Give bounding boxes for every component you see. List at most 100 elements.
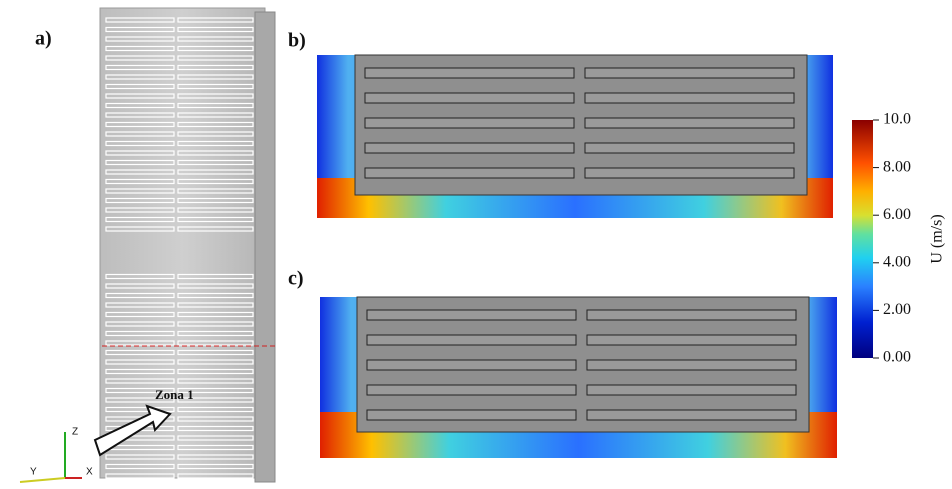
floor-slab	[177, 45, 254, 52]
floor-slab	[177, 378, 254, 384]
floor-slab	[584, 92, 795, 104]
axis-label: Y	[30, 467, 37, 478]
floor-slab	[366, 309, 577, 321]
floor-slab	[177, 131, 254, 137]
panel-label: a)	[35, 28, 52, 50]
floor-slab	[177, 102, 254, 109]
floor-slab	[105, 292, 175, 299]
floor-slab	[105, 207, 175, 213]
floor-slab	[105, 112, 175, 118]
floors	[364, 67, 795, 179]
annotation: Zona 1	[155, 387, 194, 402]
floor-slab	[364, 92, 575, 104]
floors	[105, 17, 254, 479]
floor-slab	[586, 334, 797, 346]
floor-slab	[105, 178, 175, 185]
floor-slab	[177, 302, 254, 308]
panel-label: c)	[288, 268, 304, 290]
floor-slab	[105, 26, 175, 33]
floor-slab	[105, 473, 175, 479]
floor-slab	[105, 121, 175, 128]
panel-label: b)	[288, 30, 306, 52]
floor-slab	[177, 416, 254, 422]
floor-slab	[177, 435, 254, 441]
floor-slab	[105, 311, 175, 318]
floor-slab	[105, 378, 175, 384]
floor-slab	[364, 117, 575, 129]
floor-slab	[177, 55, 254, 61]
floor-slab	[105, 387, 175, 394]
floor-slab	[105, 150, 175, 156]
floor-slab	[177, 292, 254, 299]
floor-slab	[177, 387, 254, 394]
colorbar	[852, 120, 873, 358]
floor-slab	[177, 83, 254, 90]
floor-slab	[177, 359, 254, 365]
floor-slab	[177, 406, 254, 413]
floor-slab	[177, 169, 254, 175]
floor-slab	[584, 117, 795, 129]
floor-slab	[105, 131, 175, 137]
colorbar-tick-label: 6.00	[883, 206, 911, 223]
floor-slab	[584, 67, 795, 79]
floor-slab	[177, 283, 254, 289]
floor-slab	[177, 36, 254, 42]
floor-slab	[105, 55, 175, 61]
floor-slab	[177, 330, 254, 337]
floor-slab	[177, 321, 254, 327]
floor-slab	[105, 102, 175, 109]
floor-slab	[177, 226, 254, 232]
floor-slab	[177, 74, 254, 80]
floor-slab	[105, 454, 175, 460]
floor-slab	[177, 93, 254, 99]
floor-slab	[366, 359, 577, 371]
floor-slab	[105, 93, 175, 99]
floor-slab	[584, 167, 795, 179]
floor-slab	[177, 444, 254, 451]
floor-slab	[366, 409, 577, 421]
floor-slab	[105, 159, 175, 166]
floor-slab	[177, 26, 254, 33]
floor-slab	[105, 216, 175, 223]
floor-slab	[177, 340, 254, 346]
floors	[366, 309, 797, 421]
floor-slab	[105, 340, 175, 346]
floor-slab	[366, 384, 577, 396]
floor-slab	[177, 17, 254, 23]
floor-slab	[366, 334, 577, 346]
colorbar-tick-label: 10.0	[883, 111, 911, 128]
floor-slab	[105, 64, 175, 71]
building-side	[254, 11, 276, 483]
floor-slab	[105, 283, 175, 289]
floor-slab	[177, 140, 254, 147]
floor-slab	[586, 384, 797, 396]
axis-label: X	[86, 467, 93, 478]
floor-slab	[105, 349, 175, 356]
floor-slab	[177, 368, 254, 375]
floor-slab	[105, 169, 175, 175]
floor-slab	[177, 178, 254, 185]
flow-field	[317, 54, 833, 218]
floor-slab	[586, 359, 797, 371]
floor-slab	[177, 112, 254, 118]
floor-slab	[105, 140, 175, 147]
floor-slab	[105, 406, 175, 413]
floor-slab	[105, 330, 175, 337]
floor-slab	[177, 188, 254, 194]
floor-slab	[177, 311, 254, 318]
building	[99, 7, 266, 479]
floor-slab	[105, 397, 175, 403]
colorbar-title: U (m/s)	[929, 214, 946, 263]
floor-slab	[177, 150, 254, 156]
floor-slab	[177, 121, 254, 128]
flow-field	[320, 296, 837, 458]
colorbar-tick-label: 2.00	[883, 301, 911, 318]
floor-slab	[105, 226, 175, 232]
floor-slab	[105, 463, 175, 470]
colorbar-tick-label: 8.00	[883, 158, 911, 175]
floor-slab	[177, 197, 254, 204]
floor-slab	[177, 463, 254, 470]
floor-slab	[105, 45, 175, 52]
floor-slab	[586, 409, 797, 421]
floor-slab	[364, 67, 575, 79]
